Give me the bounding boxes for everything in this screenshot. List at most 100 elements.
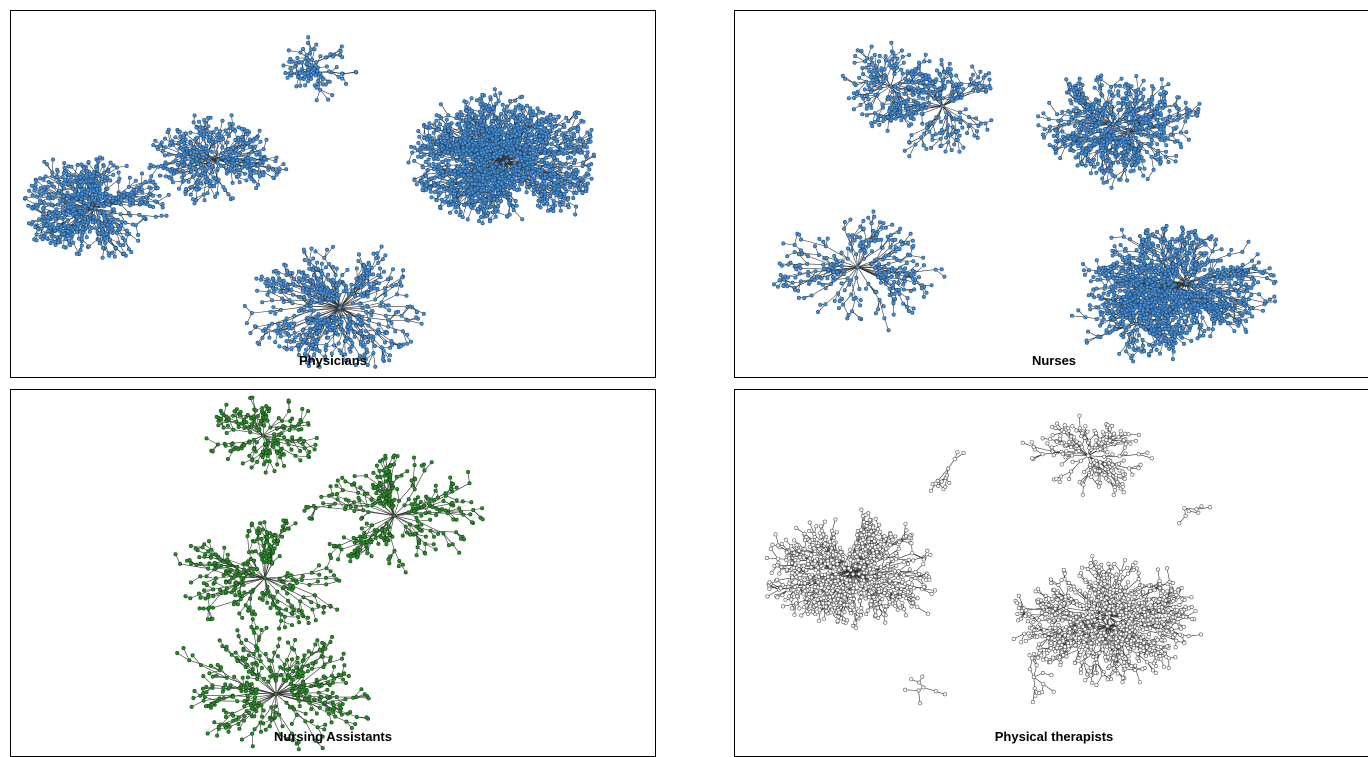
network-node [477,219,480,222]
network-node [536,107,539,110]
network-node [539,197,542,200]
network-node [519,118,522,121]
network-node [415,183,418,186]
network-node [505,159,508,162]
network-node [433,123,436,126]
network-node [324,56,327,59]
network-node [441,170,444,173]
network-node [314,74,317,77]
network-node [465,153,468,156]
network-node [508,99,511,102]
network-node [428,134,431,137]
network-node [341,56,344,59]
network-node [503,195,506,198]
network-node [536,204,539,207]
network-node [548,120,551,123]
physicians-network-panel: Physicians [10,10,656,378]
network-node [573,158,576,161]
network-node [442,132,445,135]
network-node [289,67,292,70]
network-node [309,48,312,51]
network-node [505,105,508,108]
network-node [583,143,586,146]
network-node [478,199,481,202]
network-node [495,162,498,165]
network-node [521,218,524,221]
network-node [496,124,499,127]
network-node [556,144,559,147]
network-node [299,51,302,54]
network-node [557,188,560,191]
network-node [481,222,484,225]
network-node [529,107,532,110]
network-node [543,190,546,193]
network-node [588,168,591,171]
network-node [317,79,320,82]
network-node [545,116,548,119]
network-node [582,120,585,123]
network-node [564,187,567,190]
network-node [535,181,538,184]
network-node [296,56,299,59]
network-node [565,116,568,119]
network-node [413,179,416,182]
network-node [549,194,552,197]
network-node [481,93,484,96]
network-node [577,111,580,114]
network-node [554,132,557,135]
network-node [570,142,573,145]
network-node [560,133,563,136]
network-node [457,115,460,118]
network-node [315,86,318,89]
network-node [286,76,289,79]
network-node [437,149,440,152]
network-node [573,126,576,129]
network-node [507,168,510,171]
network-node [491,191,494,194]
network-node [339,49,342,52]
network-node [424,160,427,163]
network-node [550,142,553,145]
network-node [541,140,544,143]
network-node [427,178,430,181]
network-node [490,184,493,187]
network-node [551,205,554,208]
network-node [287,49,290,52]
network-node [581,161,584,164]
network-node [569,156,572,159]
network-node [474,199,477,202]
network-node [476,152,479,155]
network-node [547,134,550,137]
network-node [573,112,576,115]
network-node [573,152,576,155]
network-node [284,71,287,74]
network-node [417,141,420,144]
network-node [479,103,482,106]
network-node [306,80,309,83]
network-node [576,182,579,185]
network-node [422,136,425,139]
network-node [459,110,462,113]
network-node [314,65,317,68]
network-node [455,159,458,162]
network-node [481,106,484,109]
network-node [306,56,309,59]
network-node [416,155,419,158]
network-node [453,179,456,182]
network-node [553,120,556,123]
network-node [552,200,555,203]
network-node [344,82,347,85]
network-node [427,163,430,166]
network-node [542,202,545,205]
network-node [298,71,301,74]
physicians-network-graph [11,11,655,377]
network-node [535,141,538,144]
network-node [493,88,496,91]
network-node [567,206,570,209]
network-node [497,205,500,208]
network-node [433,184,436,187]
network-node [293,65,296,68]
network-node [504,179,507,182]
network-node [439,103,442,106]
network-node [486,108,489,111]
